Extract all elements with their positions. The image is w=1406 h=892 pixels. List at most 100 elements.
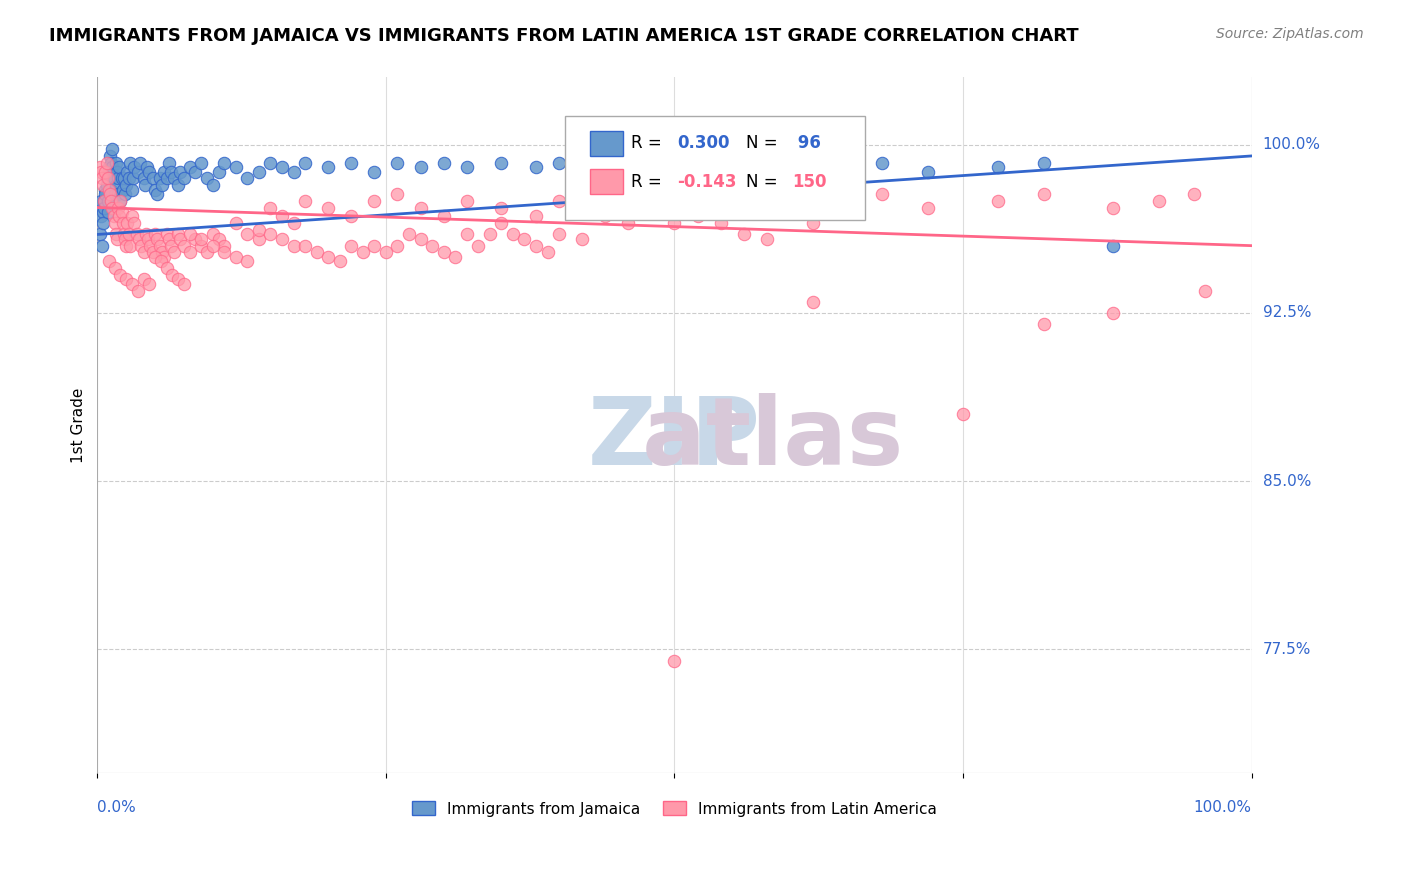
Point	[91, 205, 114, 219]
Point	[139, 238, 162, 252]
Y-axis label: 1st Grade: 1st Grade	[72, 387, 86, 463]
Point	[100, 183, 122, 197]
Point	[98, 149, 121, 163]
Point	[115, 178, 138, 193]
Point	[150, 178, 173, 193]
Point	[259, 201, 281, 215]
Point	[101, 142, 124, 156]
Point	[201, 178, 224, 193]
Text: -0.143: -0.143	[676, 173, 737, 191]
Point	[952, 407, 974, 421]
Point	[987, 160, 1010, 174]
Point	[294, 155, 316, 169]
Point	[146, 232, 169, 246]
Text: atlas: atlas	[446, 393, 904, 485]
Point	[236, 227, 259, 242]
Point	[149, 171, 172, 186]
Point	[98, 187, 121, 202]
Point	[491, 216, 513, 230]
Point	[111, 216, 134, 230]
Point	[107, 187, 129, 202]
Point	[104, 187, 127, 202]
Point	[686, 210, 709, 224]
Point	[387, 155, 409, 169]
Point	[153, 250, 176, 264]
Point	[1194, 284, 1216, 298]
Point	[571, 164, 593, 178]
Text: N =: N =	[747, 135, 783, 153]
Point	[524, 210, 547, 224]
Point	[97, 183, 120, 197]
Point	[112, 227, 135, 242]
Point	[89, 227, 111, 242]
Point	[91, 238, 114, 252]
Point	[100, 155, 122, 169]
Point	[1032, 155, 1054, 169]
Point	[606, 201, 628, 215]
Point	[91, 171, 114, 186]
Point	[190, 232, 212, 246]
Point	[398, 227, 420, 242]
Point	[135, 227, 157, 242]
Point	[363, 238, 385, 252]
Legend: Immigrants from Jamaica, Immigrants from Latin America: Immigrants from Jamaica, Immigrants from…	[404, 794, 945, 824]
Point	[103, 210, 125, 224]
Point	[387, 238, 409, 252]
Point	[340, 238, 363, 252]
Point	[305, 245, 328, 260]
Point	[108, 160, 131, 174]
Text: 96: 96	[792, 135, 821, 153]
Point	[146, 187, 169, 202]
Point	[686, 160, 709, 174]
Point	[134, 178, 156, 193]
Point	[127, 284, 149, 298]
Point	[124, 216, 146, 230]
Point	[409, 232, 432, 246]
Point	[225, 216, 247, 230]
Point	[593, 210, 616, 224]
Point	[1102, 201, 1125, 215]
Point	[97, 164, 120, 178]
Point	[117, 171, 139, 186]
Point	[247, 223, 270, 237]
Point	[420, 238, 443, 252]
Point	[149, 238, 172, 252]
Point	[117, 227, 139, 242]
Point	[101, 160, 124, 174]
Point	[524, 160, 547, 174]
Point	[190, 155, 212, 169]
Point	[104, 261, 127, 276]
Text: Source: ZipAtlas.com: Source: ZipAtlas.com	[1216, 27, 1364, 41]
Point	[110, 171, 132, 186]
Point	[128, 232, 150, 246]
Point	[207, 232, 229, 246]
Point	[433, 245, 456, 260]
Point	[606, 160, 628, 174]
Point	[409, 201, 432, 215]
Point	[617, 216, 640, 230]
Point	[374, 245, 396, 260]
Point	[1032, 187, 1054, 202]
Point	[121, 183, 143, 197]
Point	[478, 227, 501, 242]
Point	[387, 187, 409, 202]
Point	[160, 238, 183, 252]
Point	[118, 155, 141, 169]
Point	[169, 232, 191, 246]
Point	[316, 250, 339, 264]
Point	[153, 164, 176, 178]
Point	[101, 201, 124, 215]
Point	[352, 245, 374, 260]
Point	[664, 654, 686, 668]
Point	[138, 277, 160, 291]
Point	[225, 250, 247, 264]
Point	[93, 194, 115, 208]
Point	[363, 164, 385, 178]
Point	[340, 210, 363, 224]
Point	[122, 171, 145, 186]
Point	[96, 178, 118, 193]
Point	[201, 227, 224, 242]
Point	[150, 245, 173, 260]
Point	[104, 227, 127, 242]
Point	[571, 187, 593, 202]
